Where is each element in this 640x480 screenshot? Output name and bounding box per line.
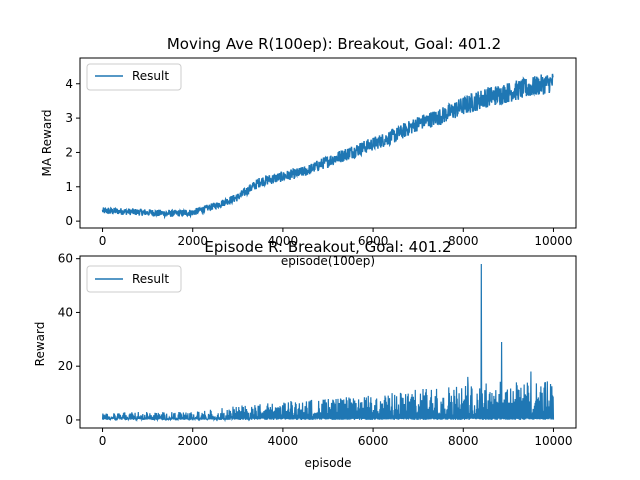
- legend-label-result: Result: [132, 272, 169, 286]
- x-tick-label: 0: [99, 234, 107, 248]
- chart-title: Moving Ave R(100ep): Breakout, Goal: 401…: [167, 35, 501, 53]
- x-tick-label: 6000: [358, 234, 389, 248]
- chart-episode-reward: 0 2000 4000 6000 8000 10000 0 20 40 60 Episode R…: [33, 238, 577, 470]
- chart-moving-average: Moving Ave R(100ep): Breakout, Goal: 401…: [40, 35, 577, 268]
- y-axis-label: MA Reward: [40, 109, 54, 176]
- y-tick-label: 0: [65, 214, 73, 228]
- y-axis-label: Reward: [33, 322, 47, 367]
- y-tick-label: 60: [58, 252, 73, 266]
- x-tick-label: 2000: [177, 234, 208, 248]
- x-axis-label: episode: [305, 456, 352, 470]
- y-tick-label: 20: [58, 359, 73, 373]
- legend-box: [86, 265, 182, 293]
- series-line-result: [101, 264, 555, 423]
- x-axis-label: episode(100ep): [281, 254, 375, 268]
- y-tick-label: 2: [65, 145, 73, 159]
- y-tick-label: 0: [65, 413, 73, 427]
- plot-frame: [79, 255, 577, 429]
- chart-title: Episode R: Breakout, Goal: 401.2: [204, 238, 451, 256]
- x-tick-label: 4000: [268, 234, 299, 248]
- y-tick-label: 40: [58, 305, 73, 319]
- x-tick-label: 6000: [358, 434, 389, 448]
- series-line-result: [101, 73, 554, 220]
- x-tick-label: 8000: [448, 434, 479, 448]
- legend: Result: [86, 265, 182, 293]
- x-tick-label: 10000: [534, 434, 572, 448]
- x-tick-label: 4000: [268, 434, 299, 448]
- x-tick-label: 0: [99, 434, 107, 448]
- y-tick-label: 1: [65, 180, 73, 194]
- y-axis-ticks: 0 1 2 3 4: [65, 77, 80, 228]
- legend-label-result: Result: [132, 69, 169, 83]
- x-tick-label: 10000: [534, 234, 572, 248]
- plot-area: [101, 73, 554, 220]
- y-tick-label: 4: [65, 77, 73, 91]
- x-tick-label: 2000: [177, 434, 208, 448]
- y-tick-label: 3: [65, 111, 73, 125]
- plot-frame: [79, 57, 577, 229]
- y-axis-ticks: 0 20 40 60: [58, 252, 80, 427]
- legend-box: [86, 63, 182, 91]
- x-tick-label: 8000: [448, 234, 479, 248]
- x-axis-ticks: 0 2000 4000 6000 8000 10000: [99, 228, 573, 248]
- legend: Result: [86, 63, 182, 91]
- plot-area: [101, 264, 555, 423]
- x-axis-ticks: 0 2000 4000 6000 8000 10000: [99, 428, 573, 448]
